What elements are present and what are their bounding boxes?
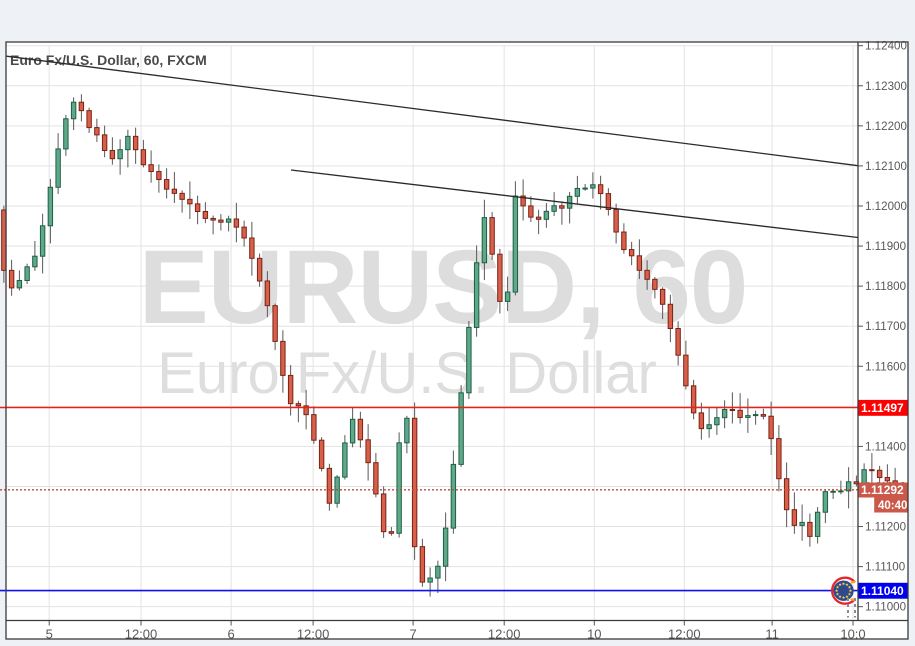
svg-text:1.11497: 1.11497 (861, 401, 904, 415)
svg-text:1.12300: 1.12300 (865, 80, 907, 93)
svg-text:40:40: 40:40 (878, 500, 907, 512)
svg-text:1.11040: 1.11040 (861, 584, 904, 598)
svg-text:Euro Fx/U.S. Dollar: Euro Fx/U.S. Dollar (157, 341, 657, 406)
svg-text:1.11600: 1.11600 (865, 360, 906, 373)
svg-text:1.11400: 1.11400 (865, 440, 906, 453)
svg-text:1.11100: 1.11100 (865, 561, 905, 574)
svg-text:1.11200: 1.11200 (865, 521, 906, 534)
svg-text:1.11900: 1.11900 (865, 240, 906, 253)
svg-text:1.12100: 1.12100 (865, 160, 907, 173)
svg-text:1.11000: 1.11000 (865, 601, 906, 614)
svg-text:1.11800: 1.11800 (865, 280, 906, 293)
svg-text:1.11700: 1.11700 (865, 320, 906, 333)
svg-text:1.12200: 1.12200 (865, 120, 907, 133)
svg-text:1.11292: 1.11292 (861, 483, 904, 497)
svg-text:1.12000: 1.12000 (865, 200, 907, 213)
